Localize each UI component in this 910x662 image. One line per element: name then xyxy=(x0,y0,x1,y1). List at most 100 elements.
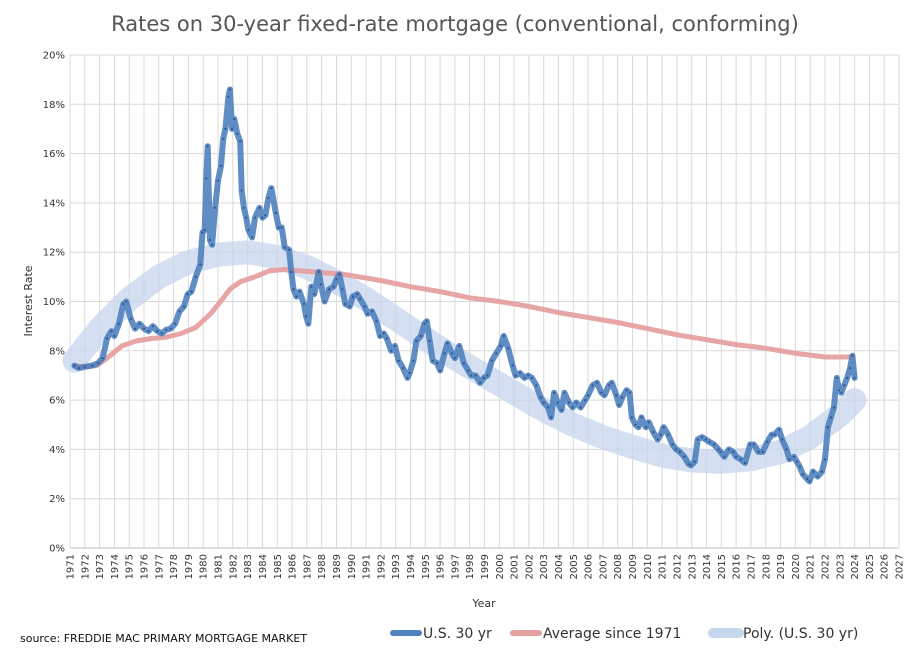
x-tick-label: 1999 xyxy=(480,554,491,579)
data-point xyxy=(201,231,204,234)
data-point xyxy=(402,367,405,370)
data-point xyxy=(258,206,261,209)
data-point xyxy=(507,347,510,350)
data-point xyxy=(295,295,298,298)
data-point xyxy=(547,406,550,409)
data-point xyxy=(203,228,206,232)
data-point xyxy=(486,374,489,377)
data-point xyxy=(142,327,146,330)
data-point xyxy=(341,288,344,291)
data-point xyxy=(470,374,473,377)
data-point xyxy=(530,376,534,379)
data-point xyxy=(261,216,264,219)
x-tick-label: 1973 xyxy=(95,554,106,579)
x-tick-label: 2026 xyxy=(880,554,891,579)
data-point xyxy=(618,403,621,407)
data-point xyxy=(837,389,841,392)
x-tick-label: 1992 xyxy=(376,554,387,579)
data-point xyxy=(761,450,764,453)
data-point xyxy=(186,293,189,296)
x-tick-label: 1996 xyxy=(436,554,447,579)
data-point xyxy=(247,228,250,232)
data-point xyxy=(689,464,693,467)
data-point xyxy=(419,334,422,338)
data-point xyxy=(348,305,351,308)
series-line-0 xyxy=(71,86,858,485)
data-point xyxy=(502,334,505,338)
data-point xyxy=(323,300,326,303)
data-point xyxy=(591,384,594,387)
data-point xyxy=(129,317,132,320)
x-tick-label: 1979 xyxy=(184,554,195,579)
data-point xyxy=(634,423,637,426)
data-point xyxy=(356,293,359,296)
data-point xyxy=(344,302,347,306)
data-point xyxy=(773,433,776,436)
data-point xyxy=(571,406,574,409)
data-point xyxy=(840,391,843,394)
data-point xyxy=(603,394,606,397)
y-axis-title: Interest Rate xyxy=(22,265,35,336)
x-tick-label: 2025 xyxy=(865,554,876,579)
y-tick-label: 20% xyxy=(43,51,65,62)
x-tick-label: 1980 xyxy=(199,554,210,579)
y-tick-label: 18% xyxy=(43,100,65,111)
data-point xyxy=(667,433,670,436)
data-point xyxy=(205,177,208,180)
x-tick-label: 1985 xyxy=(273,554,284,579)
data-point xyxy=(366,312,369,315)
data-point xyxy=(621,396,624,399)
data-point xyxy=(319,283,322,286)
data-point xyxy=(490,359,493,362)
data-point xyxy=(292,288,295,291)
x-axis-title: Year xyxy=(471,597,496,610)
x-tick-label: 1983 xyxy=(243,554,254,579)
data-point xyxy=(240,189,243,192)
data-point xyxy=(675,448,678,451)
legend-label-average: Average since 1971 xyxy=(543,626,681,642)
y-tick-label: 10% xyxy=(43,297,65,308)
data-point xyxy=(338,273,341,276)
data-point xyxy=(659,433,662,436)
data-point xyxy=(182,305,186,308)
x-tick-label: 2013 xyxy=(687,554,698,579)
data-point xyxy=(727,448,730,451)
x-tick-label: 2014 xyxy=(702,554,713,579)
data-point xyxy=(423,322,426,325)
data-point xyxy=(264,214,267,217)
data-point xyxy=(453,357,456,360)
legend-label-poly: Poly. (U.S. 30 yr) xyxy=(743,626,858,642)
data-point xyxy=(567,401,571,404)
data-point xyxy=(415,339,418,342)
data-point xyxy=(792,455,796,458)
x-tick-label: 1987 xyxy=(302,554,313,579)
data-point xyxy=(467,369,470,372)
data-point xyxy=(77,367,80,370)
data-point xyxy=(644,426,648,429)
data-point xyxy=(482,376,485,379)
data-point xyxy=(846,376,849,379)
data-point xyxy=(211,243,214,246)
data-point xyxy=(431,359,434,362)
data-point xyxy=(687,463,690,466)
y-tick-label: 8% xyxy=(49,346,65,357)
data-point xyxy=(579,406,582,409)
data-point xyxy=(113,334,116,338)
y-axis-ticks: 0% 2% 4% 6% 8% 10% 12% 14% 16% 18% 20% xyxy=(43,51,65,555)
data-point xyxy=(283,246,286,249)
x-tick-label: 2019 xyxy=(776,554,787,579)
data-point xyxy=(231,127,234,130)
x-tick-label: 2002 xyxy=(524,554,535,579)
x-tick-label: 1990 xyxy=(347,554,358,579)
data-point xyxy=(723,455,726,458)
data-point xyxy=(151,325,154,328)
data-point xyxy=(110,330,113,333)
x-tick-label: 1977 xyxy=(154,554,165,579)
data-point xyxy=(511,364,514,367)
x-tick-label: 1994 xyxy=(406,554,417,579)
data-point xyxy=(425,320,428,323)
source-note: source: FREDDIE MAC PRIMARY MORTGAGE MAR… xyxy=(20,632,307,645)
x-tick-label: 1982 xyxy=(228,554,239,579)
grid xyxy=(69,54,900,549)
x-tick-label: 2018 xyxy=(761,554,772,579)
